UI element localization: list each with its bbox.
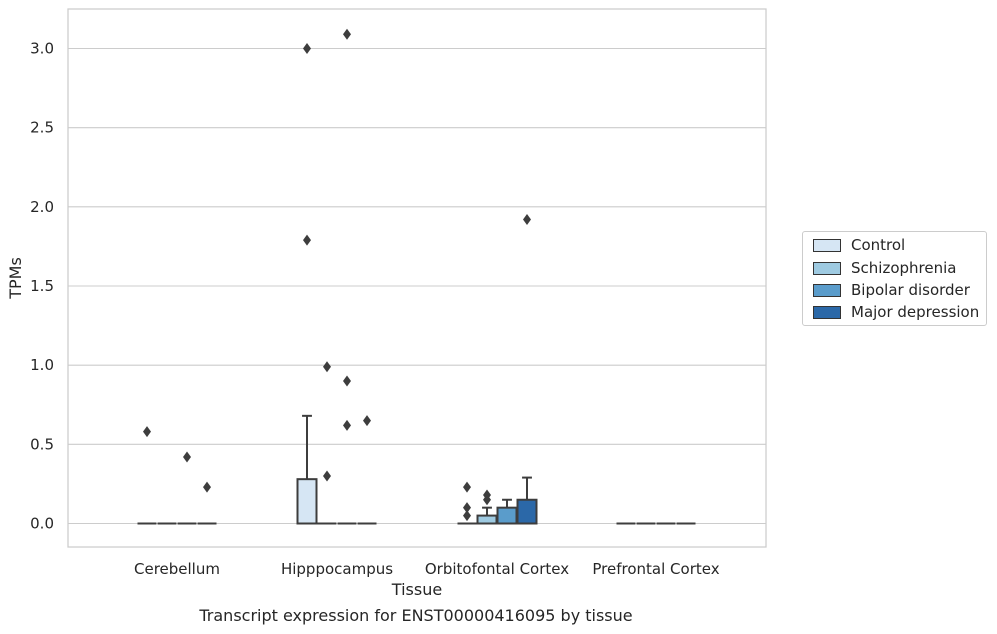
box-schizophrenia-orbitofontal-cortex xyxy=(476,489,498,525)
legend: Control Schizophrenia Bipolar disorder M… xyxy=(802,231,987,326)
box-body-schizophrenia-orbitofontal-cortex xyxy=(476,514,498,525)
y-axis-title: TPMs xyxy=(6,257,25,300)
outlier-bipolar-disorder-hipppocampus-2 xyxy=(343,28,351,40)
outlier-bipolar-disorder-hipppocampus-1 xyxy=(343,375,351,387)
y-axis-ticks: 0.0 0.5 1.0 1.5 2.0 2.5 3.0 xyxy=(30,40,54,533)
y-tick-label-2-0: 2.0 xyxy=(30,198,54,216)
legend-item-schizophrenia: Schizophrenia xyxy=(813,258,956,278)
y-tick-label-0-5: 0.5 xyxy=(30,435,54,453)
legend-swatch-control xyxy=(813,238,841,252)
box-bipolar-disorder-orbitofontal-cortex xyxy=(496,498,518,525)
box-body-control-hipppocampus xyxy=(296,478,318,525)
outlier-schizophrenia-orbitofontal-cortex-1 xyxy=(483,489,491,501)
grid-lines xyxy=(68,47,766,525)
legend-label-major-depression: Major depression xyxy=(851,303,980,321)
outlier-schizophrenia-hipppocampus-1 xyxy=(323,361,331,373)
box-control-orbitofontal-cortex xyxy=(457,481,477,525)
legend-swatch-bipolar-disorder xyxy=(813,283,841,297)
box-control-cerebellum xyxy=(137,426,157,525)
plot-frame xyxy=(67,8,767,548)
outlier-major-depression-orbitofontal-cortex-0 xyxy=(523,214,531,225)
x-tick-label-cerebellum: Cerebellum xyxy=(134,560,220,578)
box-bipolar-disorder-cerebellum xyxy=(177,451,197,525)
legend-item-bipolar-disorder: Bipolar disorder xyxy=(813,280,970,300)
legend-item-major-depression: Major depression xyxy=(813,302,979,322)
x-axis-title: Tissue xyxy=(391,580,442,599)
y-tick-label-1-5: 1.5 xyxy=(30,277,54,295)
outlier-bipolar-disorder-cerebellum-0 xyxy=(183,451,191,463)
outlier-control-cerebellum-0 xyxy=(143,426,151,438)
legend-swatch-schizophrenia xyxy=(813,261,841,275)
box-control-hipppocampus xyxy=(296,43,318,525)
box-body-major-depression-orbitofontal-cortex xyxy=(516,498,538,525)
legend-swatch-major-depression xyxy=(813,305,841,319)
x-tick-label-prefrontal-cortex: Prefrontal Cortex xyxy=(592,560,719,578)
box-schizophrenia-hipppocampus xyxy=(317,361,337,525)
outlier-control-orbitofontal-cortex-2 xyxy=(463,481,471,493)
box-layer xyxy=(137,28,696,525)
y-tick-label-3-0: 3.0 xyxy=(30,40,54,58)
box-major-depression-hipppocampus xyxy=(357,415,377,525)
outlier-control-orbitofontal-cortex-1 xyxy=(463,502,471,514)
y-tick-label-0-0: 0.0 xyxy=(30,515,54,533)
outlier-schizophrenia-hipppocampus-0 xyxy=(323,470,331,482)
y-tick-label-1-0: 1.0 xyxy=(30,356,54,374)
outlier-control-orbitofontal-cortex-0 xyxy=(463,510,471,522)
legend-item-control: Control xyxy=(813,235,905,255)
outlier-control-hipppocampus-1 xyxy=(303,43,311,54)
outlier-control-hipppocampus-0 xyxy=(303,234,311,246)
outlier-major-depression-hipppocampus-0 xyxy=(363,415,371,427)
x-tick-label-orbitofontal-cortex: Orbitofontal Cortex xyxy=(425,560,569,578)
box-bipolar-disorder-hipppocampus xyxy=(337,28,357,525)
box-major-depression-cerebellum xyxy=(197,481,217,525)
outlier-major-depression-cerebellum-0 xyxy=(203,481,211,493)
chart-caption: Transcript expression for ENST0000041609… xyxy=(199,606,633,625)
x-tick-label-hipppocampus: Hipppocampus xyxy=(281,560,393,578)
legend-label-control: Control xyxy=(851,236,906,254)
x-axis-ticks: Cerebellum Hipppocampus Orbitofontal Corte… xyxy=(134,560,720,578)
legend-label-bipolar-disorder: Bipolar disorder xyxy=(851,281,970,299)
box-major-depression-orbitofontal-cortex xyxy=(516,214,538,525)
y-tick-label-2-5: 2.5 xyxy=(30,119,54,137)
box-body-bipolar-disorder-orbitofontal-cortex xyxy=(496,506,518,525)
outlier-bipolar-disorder-hipppocampus-0 xyxy=(343,419,351,431)
legend-label-schizophrenia: Schizophrenia xyxy=(851,259,957,277)
